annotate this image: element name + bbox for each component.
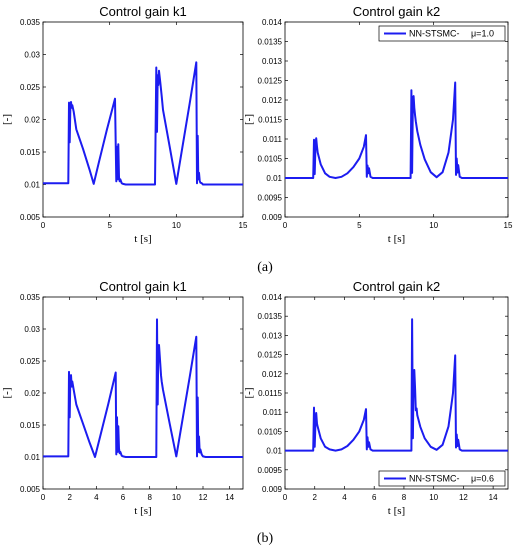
x-axis-label: t [s] [388, 505, 405, 517]
y-tick-label: 0.005 [20, 485, 41, 494]
y-tick-label: 0.013 [262, 57, 283, 66]
y-tick-label: 0.005 [20, 213, 41, 222]
y-tick-label: 0.0135 [258, 38, 283, 47]
y-tick-label: 0.025 [20, 83, 41, 92]
x-axis-label: t [s] [134, 233, 151, 245]
plot-frame [284, 21, 509, 218]
chart-4: Control gain k2 0 2 4 6 8 10 12 14 0.009 0.0095 0.0… [243, 279, 509, 517]
y-tick-label: 0.0105 [258, 155, 283, 164]
x-tick-label: 0 [283, 221, 288, 230]
y-tick-label: 0.009 [262, 485, 283, 494]
chart-title: Control gain k1 [99, 4, 186, 19]
series-line [285, 81, 508, 179]
x-tick-label: 12 [459, 493, 468, 502]
chart-2: Control gain k2 0 5 10 15 0.009 0.0095 0.01 0.01… [243, 4, 513, 245]
y-tick-label: 0.0095 [258, 466, 283, 475]
y-tick-label: 0.03 [24, 325, 40, 334]
plot-frame [42, 296, 244, 490]
chart-title: Control gain k1 [99, 279, 186, 294]
y-tick-label: 0.01 [266, 447, 282, 456]
legend-mu: μ=1.0 [471, 29, 494, 39]
legend-box [378, 470, 506, 487]
y-axis-label: [-] [1, 388, 13, 399]
y-tick-label: 0.03 [24, 51, 40, 60]
y-tick-label: 0.0135 [258, 312, 283, 321]
series-line [285, 318, 508, 452]
x-tick-label: 8 [147, 493, 152, 502]
legend-box [378, 25, 506, 42]
y-tick-label: 0.014 [262, 18, 283, 27]
plot-frame [284, 296, 509, 490]
y-axis-label: [-] [243, 388, 255, 399]
y-axis-label: [-] [243, 114, 255, 125]
x-tick-label: 6 [372, 493, 377, 502]
x-tick-label: 12 [199, 493, 208, 502]
y-tick-label: 0.011 [263, 135, 283, 144]
chart-1: Control gain k1 0 5 10 15 0.005 0.01 0.015 0.02 0… [1, 4, 248, 245]
y-tick-label: 0.009 [262, 213, 283, 222]
x-tick-label: 5 [357, 221, 362, 230]
y-tick-label: 0.035 [20, 18, 41, 27]
x-tick-label: 10 [429, 493, 438, 502]
x-tick-label: 10 [172, 493, 181, 502]
series-line [43, 318, 243, 458]
y-tick-label: 0.012 [262, 370, 283, 379]
legend-label: NN-STSMC- [409, 29, 460, 39]
y-tick-label: 0.013 [262, 331, 283, 340]
x-tick-label: 6 [121, 493, 126, 502]
y-tick-label: 0.035 [20, 293, 41, 302]
y-axis-label: [-] [1, 114, 13, 125]
x-tick-label: 5 [107, 221, 112, 230]
x-tick-label: 0 [283, 493, 288, 502]
y-tick-label: 0.0115 [258, 389, 282, 398]
panel-label-b: (b) [257, 531, 274, 546]
y-tick-label: 0.012 [262, 96, 283, 105]
y-tick-label: 0.01 [24, 181, 40, 190]
x-tick-label: 10 [429, 221, 438, 230]
legend-mu: μ=0.6 [471, 474, 494, 484]
y-tick-label: 0.025 [20, 357, 41, 366]
y-tick-label: 0.0105 [258, 427, 283, 436]
x-tick-label: 4 [94, 493, 99, 502]
legend-label: NN-STSMC- [409, 474, 460, 484]
y-tick-label: 0.015 [20, 148, 41, 157]
y-tick-label: 0.011 [263, 408, 283, 417]
x-tick-label: 14 [225, 493, 234, 502]
x-tick-label: 2 [313, 493, 318, 502]
series-line [43, 61, 243, 186]
y-tick-label: 0.015 [20, 421, 41, 430]
legend: NN-STSMC-μ=0.6 [378, 470, 506, 487]
x-tick-label: 0 [41, 221, 46, 230]
y-tick-label: 0.02 [24, 389, 40, 398]
chart-title: Control gain k2 [353, 4, 440, 19]
y-tick-label: 0.01 [24, 453, 40, 462]
legend: NN-STSMC-μ=1.0 [378, 25, 506, 42]
chart-title: Control gain k2 [353, 279, 440, 294]
x-tick-label: 8 [402, 493, 407, 502]
x-tick-label: 0 [41, 493, 46, 502]
y-tick-label: 0.0095 [258, 194, 283, 203]
y-tick-label: 0.01 [266, 174, 282, 183]
x-axis-label: t [s] [388, 233, 405, 245]
chart-3: Control gain k1 0 2 4 6 8 10 12 14 0.005 0.01 0.015… [1, 279, 244, 517]
y-tick-label: 0.02 [24, 116, 40, 125]
x-tick-label: 2 [67, 493, 72, 502]
y-tick-label: 0.0115 [258, 116, 282, 125]
plot-frame [42, 21, 244, 218]
x-tick-label: 15 [239, 221, 248, 230]
y-tick-label: 0.014 [262, 293, 283, 302]
x-tick-label: 14 [489, 493, 498, 502]
x-tick-label: 4 [342, 493, 347, 502]
y-tick-label: 0.0125 [258, 77, 283, 86]
x-tick-label: 10 [172, 221, 181, 230]
y-tick-label: 0.0125 [258, 351, 283, 360]
x-tick-label: 15 [504, 221, 513, 230]
panel-label-a: (a) [257, 260, 273, 275]
x-axis-label: t [s] [134, 505, 151, 517]
